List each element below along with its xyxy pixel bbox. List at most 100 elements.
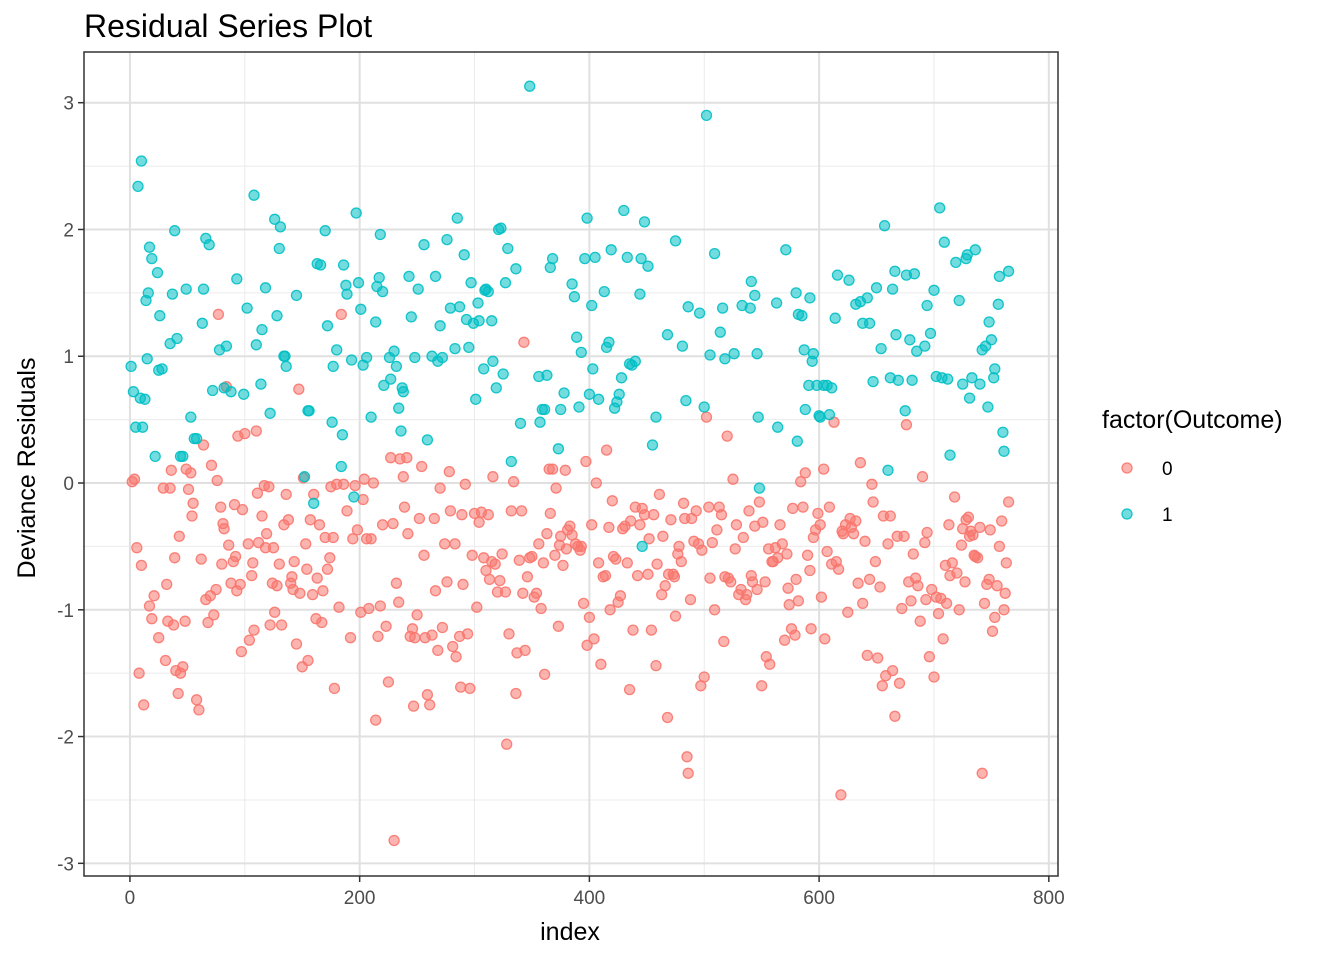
data-point-1 [919, 340, 931, 352]
data-point-0 [280, 488, 292, 501]
data-point-0 [955, 539, 968, 551]
data-point-0 [993, 540, 1006, 553]
data-point-0 [544, 507, 556, 520]
data-point-0 [494, 574, 506, 587]
data-point-1 [714, 326, 726, 338]
data-point-0 [443, 465, 455, 478]
data-point-1 [870, 282, 883, 294]
data-point-0 [857, 597, 869, 610]
data-point-0 [409, 632, 421, 644]
data-point-0 [456, 509, 468, 521]
data-point-1 [139, 393, 151, 405]
data-point-1 [271, 310, 283, 322]
data-point-1 [502, 242, 514, 255]
data-point-0 [251, 487, 264, 499]
y-tick-label: -3 [57, 854, 74, 875]
data-point-1 [770, 297, 783, 309]
data-point-0 [953, 604, 965, 616]
data-point-1 [924, 327, 937, 340]
data-point-1 [634, 288, 646, 300]
data-point-0 [610, 553, 622, 565]
data-point-1 [434, 320, 446, 332]
data-point-0 [161, 578, 173, 591]
data-point-1 [472, 297, 484, 309]
data-point-1 [698, 401, 710, 413]
data-point-0 [439, 538, 451, 550]
data-point-1 [337, 259, 350, 271]
data-points [125, 80, 1015, 847]
data-point-0 [978, 597, 991, 610]
data-point-0 [380, 620, 392, 632]
data-point-0 [388, 834, 400, 847]
data-point-1 [255, 378, 267, 390]
x-tick-label: 0 [125, 888, 136, 909]
legend-key-1 [1121, 508, 1133, 520]
data-point-0 [172, 687, 184, 700]
data-point-0 [455, 681, 467, 693]
data-point-1 [241, 302, 253, 314]
data-point-1 [534, 416, 546, 428]
data-point-1 [791, 435, 803, 447]
data-point-0 [595, 658, 607, 670]
data-point-1 [280, 360, 292, 373]
data-point-0 [998, 604, 1010, 616]
data-point-1 [327, 360, 339, 373]
data-point-0 [263, 481, 275, 493]
data-point-0 [218, 523, 230, 535]
data-point-1 [745, 275, 757, 288]
data-point-1 [638, 216, 651, 228]
data-point-1 [700, 109, 713, 122]
data-point-0 [634, 519, 646, 531]
data-point-0 [447, 640, 459, 653]
data-point-0 [893, 677, 906, 689]
data-point-0 [197, 439, 210, 451]
data-point-1 [127, 386, 140, 398]
data-point-1 [882, 464, 894, 476]
data-point-0 [580, 455, 592, 468]
data-point-0 [989, 611, 1001, 624]
data-point-0 [668, 571, 681, 583]
data-point-0 [407, 700, 420, 712]
data-point-0 [814, 519, 826, 531]
data-point-0 [896, 602, 908, 615]
data-point-0 [273, 558, 285, 570]
data-point-0 [606, 495, 618, 507]
data-point-0 [1002, 496, 1015, 508]
data-point-1 [231, 273, 243, 285]
data-point-0 [444, 505, 457, 517]
data-point-1 [568, 291, 581, 303]
data-point-0 [682, 767, 694, 779]
data-point-1 [264, 407, 276, 419]
data-point-1 [807, 348, 820, 360]
data-point-0 [588, 633, 600, 645]
data-point-0 [264, 619, 276, 631]
data-point-1 [598, 285, 610, 298]
data-point-0 [164, 482, 176, 494]
data-point-0 [886, 664, 899, 677]
data-point-1 [177, 450, 189, 463]
data-point-1 [752, 411, 764, 423]
data-point-0 [301, 563, 313, 575]
data-point-0 [914, 615, 926, 627]
data-point-1 [558, 387, 570, 399]
data-point-0 [421, 689, 434, 701]
data-point-0 [501, 738, 513, 750]
data-point-0 [275, 619, 288, 631]
data-point-0 [653, 488, 666, 501]
data-point-0 [489, 558, 501, 570]
data-point-0 [243, 634, 256, 646]
data-point-0 [959, 576, 971, 588]
data-point-1 [886, 283, 899, 295]
data-point-0 [600, 444, 613, 456]
data-point-1 [944, 449, 956, 461]
data-point-1 [642, 260, 654, 272]
data-point-1 [934, 202, 946, 214]
data-point-0 [842, 606, 854, 618]
data-point-0 [269, 606, 281, 618]
x-axis-ticks: 0 200 400 600 800 [125, 876, 1065, 909]
data-point-1 [465, 277, 477, 289]
data-point-0 [659, 580, 671, 592]
data-point-0 [457, 578, 469, 591]
y-tick-label: -2 [57, 728, 74, 749]
data-point-0 [517, 587, 529, 599]
